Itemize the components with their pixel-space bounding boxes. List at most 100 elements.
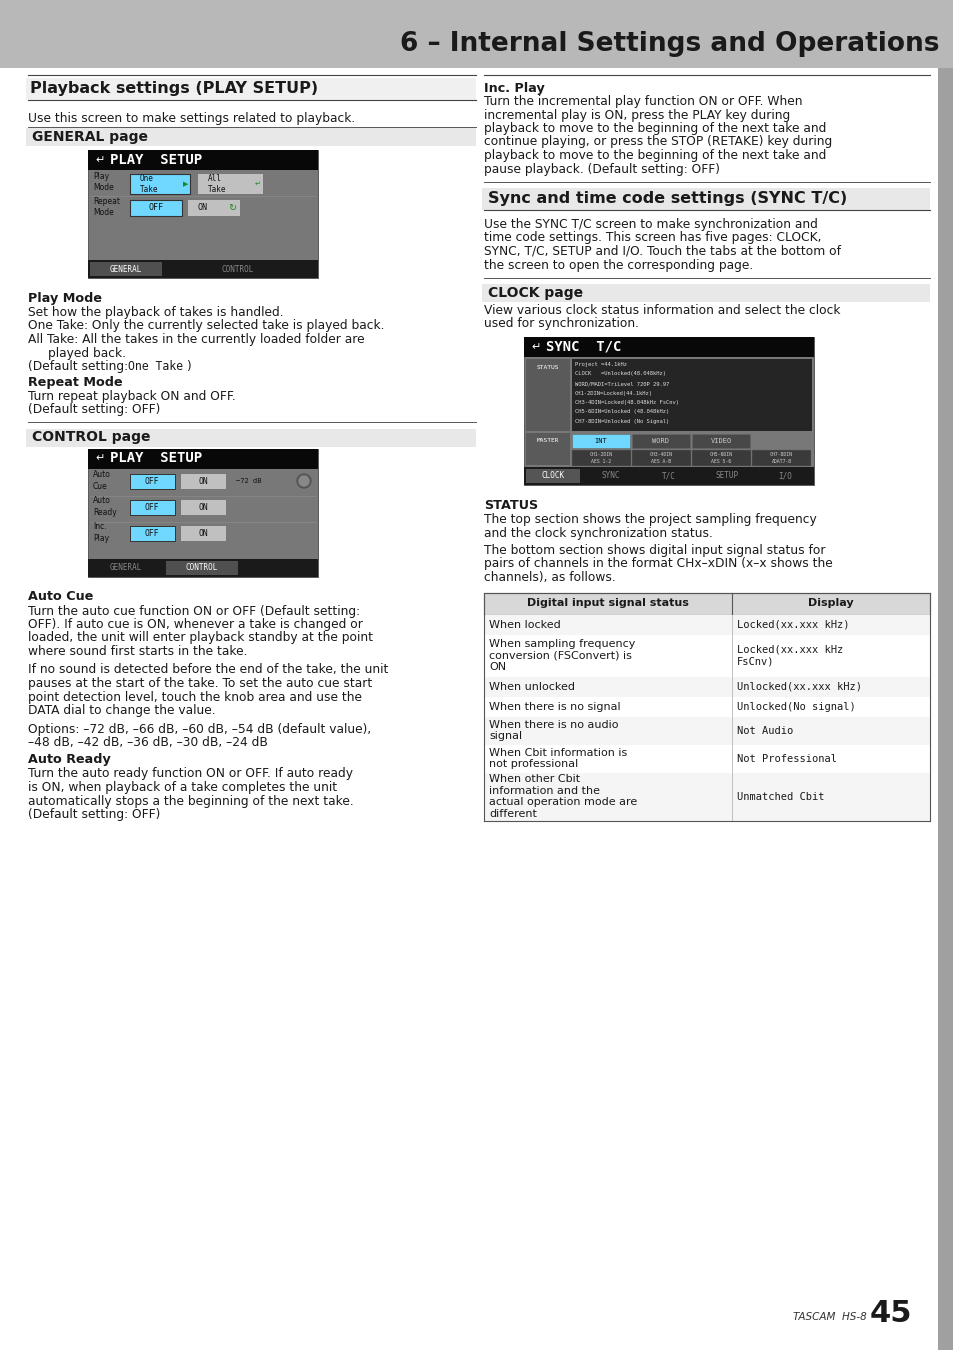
Bar xyxy=(26,78,476,100)
Text: Inc. Play: Inc. Play xyxy=(483,82,544,94)
Bar xyxy=(523,338,813,485)
Bar xyxy=(483,744,929,772)
Bar xyxy=(88,150,317,278)
Text: (Default setting: OFF): (Default setting: OFF) xyxy=(28,809,160,821)
Text: T/C: T/C xyxy=(661,471,676,481)
Text: ON: ON xyxy=(198,502,208,512)
Bar xyxy=(572,433,629,448)
Text: STATUS: STATUS xyxy=(483,500,537,512)
Bar xyxy=(90,262,162,275)
Text: OFF: OFF xyxy=(145,502,159,512)
Text: SYNC: SYNC xyxy=(601,471,619,481)
Text: Inc.
Play: Inc. Play xyxy=(92,522,109,543)
Text: GENERAL page: GENERAL page xyxy=(32,130,148,144)
Text: Use the SYNC T/C screen to make synchronization and: Use the SYNC T/C screen to make synchron… xyxy=(483,217,817,231)
Bar xyxy=(181,474,226,489)
Text: CH1-2DIN
AES 1-2: CH1-2DIN AES 1-2 xyxy=(589,452,613,464)
Bar xyxy=(483,717,929,744)
Bar xyxy=(481,188,929,211)
Text: TASCAM  HS-8: TASCAM HS-8 xyxy=(792,1312,866,1322)
Text: playback to move to the beginning of the next take and: playback to move to the beginning of the… xyxy=(483,148,825,162)
Text: ↵: ↵ xyxy=(531,342,539,352)
Text: CLOCK: CLOCK xyxy=(541,471,564,481)
Text: 45: 45 xyxy=(869,1300,911,1328)
Bar xyxy=(0,0,953,68)
Bar xyxy=(523,467,813,485)
Text: automatically stops a the beginning of the next take.: automatically stops a the beginning of t… xyxy=(28,795,354,807)
Text: Play Mode: Play Mode xyxy=(28,292,102,305)
Text: CONTROL: CONTROL xyxy=(186,563,218,572)
Bar xyxy=(572,359,811,431)
Text: DATA dial to change the value.: DATA dial to change the value. xyxy=(28,703,215,717)
Text: 6 – Internal Settings and Operations: 6 – Internal Settings and Operations xyxy=(400,31,939,57)
Bar xyxy=(181,525,226,540)
Text: The bottom section shows digital input signal status for: The bottom section shows digital input s… xyxy=(483,544,824,558)
Text: CLOCK   =Unlocked(48.048kHz): CLOCK =Unlocked(48.048kHz) xyxy=(575,371,665,377)
Bar xyxy=(483,676,929,697)
Text: OFF). If auto cue is ON, whenever a take is changed or: OFF). If auto cue is ON, whenever a take… xyxy=(28,618,362,630)
Text: (Default setting:: (Default setting: xyxy=(28,360,132,373)
Text: ON: ON xyxy=(198,528,208,537)
Text: When unlocked: When unlocked xyxy=(489,682,575,691)
Text: Display: Display xyxy=(807,598,853,609)
Text: Project =44.1kHz: Project =44.1kHz xyxy=(575,362,626,367)
Text: time code settings. This screen has five pages: CLOCK,: time code settings. This screen has five… xyxy=(483,231,821,244)
Text: is ON, when playback of a take completes the unit: is ON, when playback of a take completes… xyxy=(28,782,336,794)
Text: CH3-4DIN=Locked(48.048kHz FsCnv): CH3-4DIN=Locked(48.048kHz FsCnv) xyxy=(575,400,679,405)
Text: GENERAL: GENERAL xyxy=(110,265,142,274)
Bar xyxy=(483,697,929,717)
Bar xyxy=(130,174,190,194)
Text: Unlocked(xx.xxx kHz): Unlocked(xx.xxx kHz) xyxy=(736,682,861,691)
Text: Turn the auto ready function ON or OFF. If auto ready: Turn the auto ready function ON or OFF. … xyxy=(28,768,353,780)
Bar xyxy=(88,559,317,576)
Bar xyxy=(188,200,240,216)
Bar xyxy=(88,448,317,468)
Bar xyxy=(523,338,813,356)
Text: Auto
Cue: Auto Cue xyxy=(92,470,111,490)
Text: −72 dB: −72 dB xyxy=(235,478,261,485)
Text: –48 dB, –42 dB, –36 dB, –30 dB, –24 dB: –48 dB, –42 dB, –36 dB, –30 dB, –24 dB xyxy=(28,736,268,749)
Bar xyxy=(130,500,174,514)
Text: Playback settings (PLAY SETUP): Playback settings (PLAY SETUP) xyxy=(30,81,317,96)
Bar xyxy=(483,614,929,634)
Text: the screen to open the corresponding page.: the screen to open the corresponding pag… xyxy=(483,258,753,271)
Bar xyxy=(88,261,317,278)
Text: CH7-8DIN
ADAT7-8: CH7-8DIN ADAT7-8 xyxy=(769,452,792,464)
Text: used for synchronization.: used for synchronization. xyxy=(483,317,639,331)
Text: ↵: ↵ xyxy=(95,155,104,165)
Text: pauses at the start of the take. To set the auto cue start: pauses at the start of the take. To set … xyxy=(28,676,372,690)
Bar xyxy=(88,448,317,576)
Text: ↵: ↵ xyxy=(254,181,261,188)
Text: SYNC  T/C: SYNC T/C xyxy=(545,340,620,354)
Text: When other Cbit
information and the
actual operation mode are
different: When other Cbit information and the actu… xyxy=(489,774,637,819)
Text: CH5-6DIN=Unlocked (48.048kHz): CH5-6DIN=Unlocked (48.048kHz) xyxy=(575,409,669,414)
Text: VIDEO: VIDEO xyxy=(710,437,731,444)
Text: ON: ON xyxy=(198,204,208,212)
Text: CH3-4DIN
AES A-B: CH3-4DIN AES A-B xyxy=(649,452,672,464)
Text: CH1-2DIN=Locked(44.1kHz): CH1-2DIN=Locked(44.1kHz) xyxy=(575,390,652,396)
Text: Locked(xx.xxx kHz
FsCnv): Locked(xx.xxx kHz FsCnv) xyxy=(736,645,841,667)
Bar xyxy=(130,525,174,540)
Bar xyxy=(691,433,749,448)
Text: Play
Mode: Play Mode xyxy=(92,171,113,192)
Text: Options: –72 dB, –66 dB, –60 dB, –54 dB (default value),: Options: –72 dB, –66 dB, –60 dB, –54 dB … xyxy=(28,722,371,736)
Text: pairs of channels in the format CHx–xDIN (x–x shows the: pairs of channels in the format CHx–xDIN… xyxy=(483,558,832,571)
Text: MASTER: MASTER xyxy=(537,439,558,444)
Text: All Take: All the takes in the currently loaded folder are: All Take: All the takes in the currently… xyxy=(28,333,364,346)
Text: Set how the playback of takes is handled.: Set how the playback of takes is handled… xyxy=(28,306,283,319)
Text: If no sound is detected before the end of the take, the unit: If no sound is detected before the end o… xyxy=(28,663,388,676)
Text: One Take: Only the currently selected take is played back.: One Take: Only the currently selected ta… xyxy=(28,320,384,332)
Text: ): ) xyxy=(186,360,191,373)
Text: Use this screen to make settings related to playback.: Use this screen to make settings related… xyxy=(28,112,355,126)
Text: OFF: OFF xyxy=(149,204,163,212)
Text: Sync and time code settings (SYNC T/C): Sync and time code settings (SYNC T/C) xyxy=(488,192,846,207)
Text: Auto
Ready: Auto Ready xyxy=(92,497,116,517)
Text: Turn the incremental play function ON or OFF. When: Turn the incremental play function ON or… xyxy=(483,95,801,108)
Bar xyxy=(26,428,476,447)
Text: One Take: One Take xyxy=(128,360,183,373)
Text: When there is no audio
signal: When there is no audio signal xyxy=(489,720,618,741)
Text: Not Audio: Not Audio xyxy=(736,725,792,736)
Text: View various clock status information and select the clock: View various clock status information an… xyxy=(483,304,840,317)
Bar xyxy=(631,433,689,448)
Text: OFF: OFF xyxy=(145,528,159,537)
